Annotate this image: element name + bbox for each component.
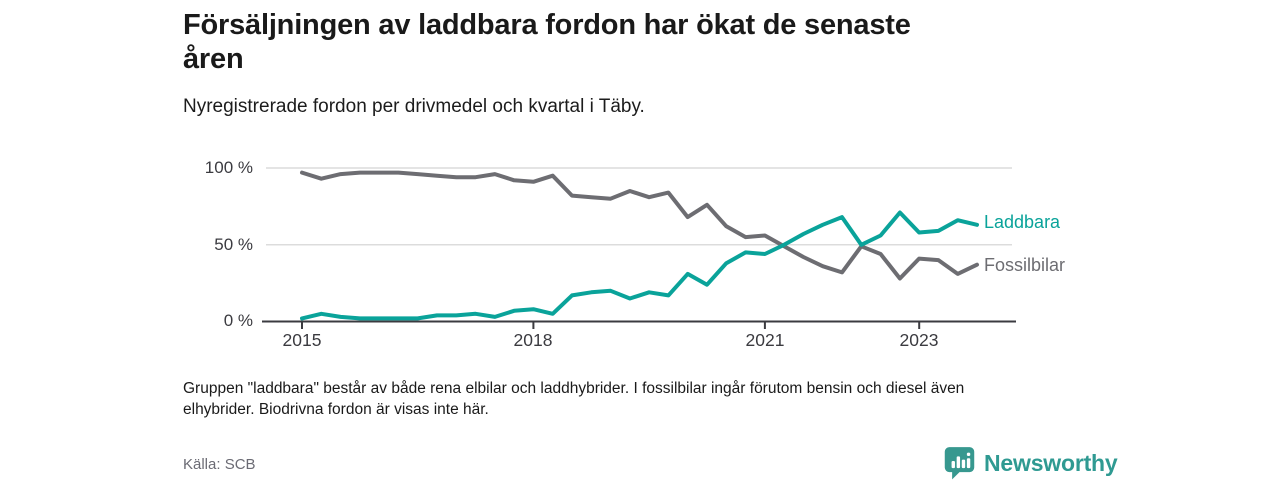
footnote-line-2: elhybrider. Biodrivna fordon är visas in…: [183, 401, 489, 418]
gridlines: [266, 167, 1012, 246]
y-tick-100: 100 %: [204, 158, 253, 177]
footnote: Gruppen "laddbara" består av både rena e…: [183, 378, 1123, 420]
legend-fossilbilar: Fossilbilar: [984, 255, 1066, 275]
y-tick-0: 0 %: [223, 311, 253, 330]
newsworthy-logo-icon: [944, 447, 975, 480]
laddbara-line: [300, 210, 979, 321]
footnote-line-1: Gruppen "laddbara" består av både rena e…: [183, 380, 965, 397]
page-title: Försäljningen av laddbara fordon har öka…: [183, 8, 1083, 76]
source-label: Källa: SCB: [183, 456, 256, 473]
newsworthy-wordmark: Newsworthy: [984, 449, 1118, 476]
title-line-2: åren: [183, 43, 244, 75]
fossilbilar-line: [300, 170, 979, 281]
x-tick-2018: 2018: [513, 330, 553, 350]
chart-subtitle: Nyregistrerade fordon per drivmedel och …: [183, 96, 645, 117]
x-axis: [262, 320, 1016, 329]
x-tick-2021: 2021: [745, 330, 785, 350]
title-line-1: Försäljningen av laddbara fordon har öka…: [183, 9, 911, 41]
newsworthy-logo: Newsworthy: [943, 446, 1118, 480]
x-tick-2015: 2015: [282, 330, 322, 350]
legend-laddbara: Laddbara: [984, 212, 1061, 232]
x-tick-2023: 2023: [899, 330, 939, 350]
y-tick-50: 50 %: [214, 235, 253, 254]
